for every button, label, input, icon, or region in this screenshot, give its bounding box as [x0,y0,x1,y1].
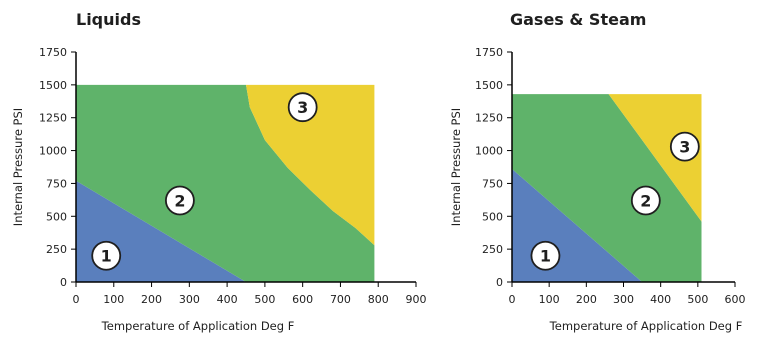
zone-3-region [608,94,702,222]
x-tick-label: 500 [254,293,275,306]
zone-2-badge [164,185,195,216]
y-tick-label: 1750 [39,46,67,59]
x-tick-label: 500 [687,293,708,306]
x-tick-label: 400 [650,293,671,306]
y-tick-label: 1500 [39,79,67,92]
x-tick-label: 0 [509,293,516,306]
x-tick-label: 300 [179,293,200,306]
y-tick-label: 1750 [475,46,503,59]
y-tick-label: 500 [46,210,67,223]
y-tick-label: 250 [482,243,503,256]
x-tick-label: 100 [539,293,560,306]
y-tick-label: 750 [46,177,67,190]
y-tick-label: 750 [482,177,503,190]
zone-1-badge [91,240,122,271]
zone-1-label: 1 [101,247,112,266]
chart-gases-steam: 0 250 500 750 1000 1250 1500 1750 0 100 200 300 400 5… [449,10,746,333]
x-axis-label: Temperature of Application Deg F [101,319,295,333]
y-tick-label: 250 [46,243,67,256]
x-tick-label: 0 [73,293,80,306]
y-axis-label: Internal Pressure PSI [449,108,463,226]
x-tick-label: 100 [103,293,124,306]
zone-3-region [246,84,375,246]
y-tick-label: 1500 [475,79,503,92]
zone-3-label: 3 [297,98,308,117]
zone-2-badge [630,185,661,216]
zone-2-region [512,94,702,282]
y-tick-label: 1250 [475,112,503,125]
x-tick-label: 600 [292,293,313,306]
x-tick-label: 200 [141,293,162,306]
zone-2-label: 2 [174,192,185,211]
y-tick-label: 500 [482,210,503,223]
zone-3-badge [287,92,318,123]
y-tick-label: 1000 [475,145,503,158]
zone-2-region [76,84,375,283]
zone-1-badge [530,240,561,271]
x-tick-label: 900 [406,293,427,306]
zone-2-label: 2 [640,192,651,211]
x-tick-label: 800 [368,293,389,306]
chart-title: Gases & Steam [510,10,646,29]
x-tick-label: 600 [725,293,746,306]
y-tick-label: 0 [60,276,67,289]
chart-title: Liquids [76,10,141,29]
y-tick-label: 0 [496,276,503,289]
chart-liquids: 0 250 500 750 1000 1250 1500 1750 0 100 200 300 400 5… [11,10,427,333]
y-axis-label: Internal Pressure PSI [11,108,25,226]
y-tick-label: 1250 [39,112,67,125]
x-tick-label: 300 [613,293,634,306]
x-tick-label: 700 [330,293,351,306]
zone-3-label: 3 [679,138,690,157]
zone-3-badge [669,131,700,162]
x-tick-label: 200 [576,293,597,306]
x-axis-label: Temperature of Application Deg F [549,319,743,333]
zone-1-label: 1 [540,247,551,266]
x-tick-label: 400 [217,293,238,306]
y-tick-label: 1000 [39,145,67,158]
